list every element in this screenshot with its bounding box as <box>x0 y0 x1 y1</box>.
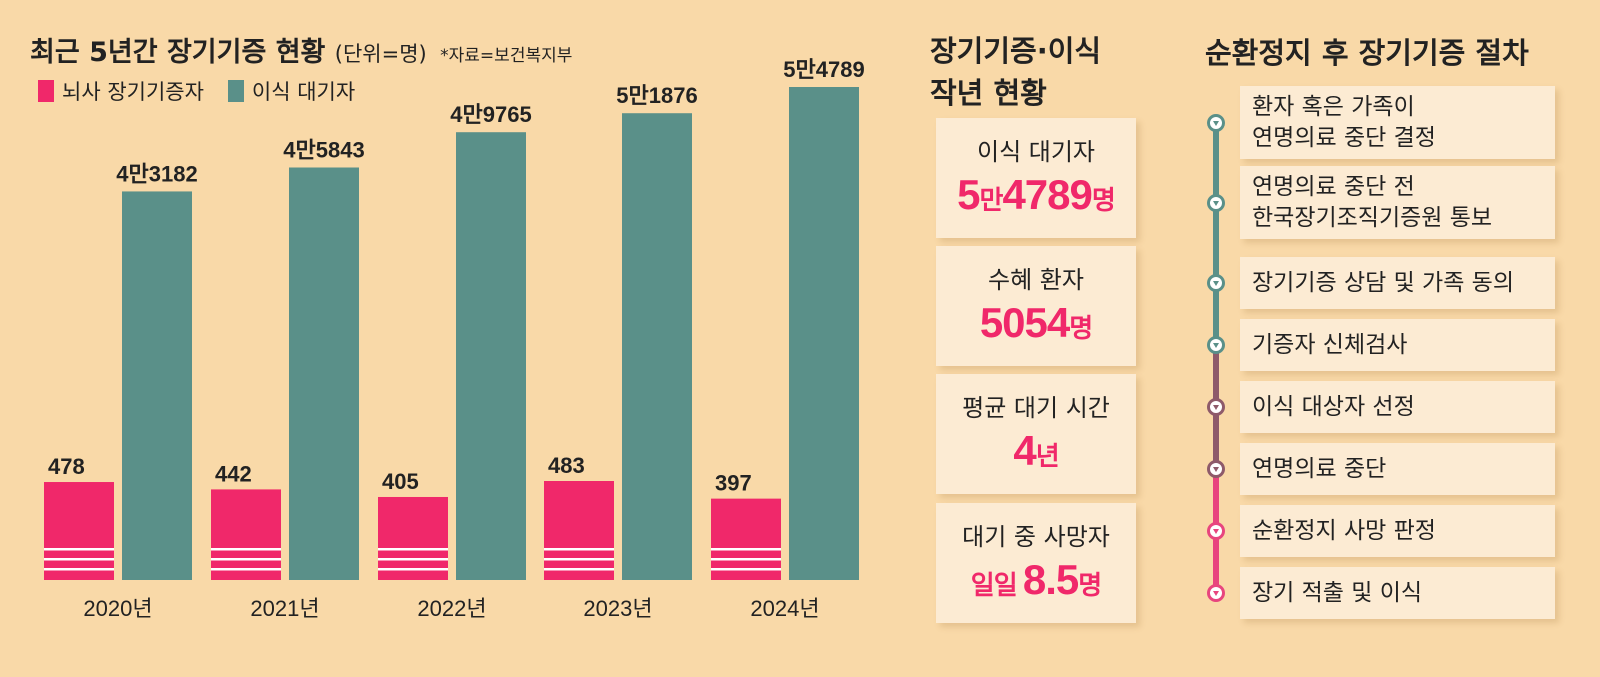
procedure-step-line1: 순환정지 사망 판정 <box>1252 517 1436 544</box>
x-tick-label: 2023년 <box>583 596 652 621</box>
procedure-step-6: 연명의료 중단 <box>1240 443 1555 495</box>
source-note: *자료=보건복지부 <box>440 46 573 66</box>
bar-stripe <box>211 568 281 571</box>
data-label-donor: 478 <box>48 454 85 479</box>
bar-donor-2024년 <box>711 498 781 580</box>
bar-waiting-2023년 <box>622 113 692 580</box>
procedure-step-8: 장기 적출 및 이식 <box>1240 567 1555 619</box>
stat-label: 이식 대기자 <box>976 138 1096 166</box>
data-label-waiting: 4만3182 <box>116 161 197 186</box>
procedure-step-line2: 연명의료 중단 결정 <box>1252 124 1436 151</box>
procedure-step-line1: 이식 대상자 선정 <box>1252 393 1415 420</box>
bar-donor-2022년 <box>378 496 448 580</box>
bar-stripe <box>211 548 281 551</box>
procedure-step-4: 기증자 신체검사 <box>1240 319 1555 371</box>
summary-title-line2: 작년 현황 <box>930 76 1047 110</box>
timeline-dot-icon <box>1207 460 1225 478</box>
data-label-waiting: 5만4789 <box>783 57 864 82</box>
bar-stripe <box>544 548 614 551</box>
stat-label: 수혜 환자 <box>988 266 1084 294</box>
bar-stripe <box>711 568 781 571</box>
legend-label-donors: 뇌사 장기기증자 <box>62 80 204 104</box>
procedure-step-3: 장기기증 상담 및 가족 동의 <box>1240 257 1555 309</box>
bar-stripe <box>378 568 448 571</box>
procedure-step-line1: 연명의료 중단 전 <box>1252 173 1415 200</box>
legend-item-donors: 뇌사 장기기증자 <box>38 76 204 106</box>
bar-chart: 478 4만3182 2020년 442 4만5843 2021년 405 4만9765 202… <box>44 57 865 621</box>
timeline-dot-icon <box>1207 193 1225 212</box>
timeline-dot-icon <box>1207 113 1225 132</box>
procedure-step-line1: 환자 혹은 가족이 <box>1252 93 1415 120</box>
bar-stripe <box>378 548 448 551</box>
bar-waiting-2024년 <box>789 87 859 580</box>
bar-stripe <box>378 558 448 561</box>
timeline-line-green <box>1213 118 1219 348</box>
timeline-dot-icon <box>1207 398 1225 416</box>
x-tick-label: 2020년 <box>83 596 152 621</box>
procedure-step-line1: 장기기증 상담 및 가족 동의 <box>1252 269 1515 296</box>
legend: 뇌사 장기기증자 이식 대기자 <box>38 76 379 106</box>
timeline-dot-icon <box>1207 522 1225 540</box>
bar-stripe <box>44 548 114 551</box>
stat-label: 대기 중 사망자 <box>962 523 1110 551</box>
stat-box-waiting: 이식 대기자 5만4789명 <box>936 118 1136 238</box>
legend-swatch-donors <box>38 80 54 102</box>
x-tick-label: 2024년 <box>750 596 819 621</box>
procedure-step-7: 순환정지 사망 판정 <box>1240 505 1555 557</box>
bar-donor-2021년 <box>211 489 281 580</box>
stat-value: 일일 8.5명 <box>970 556 1102 603</box>
bar-donor-2020년 <box>44 482 114 580</box>
stat-value: 5만4789명 <box>957 171 1116 218</box>
data-label-donor: 397 <box>715 471 752 496</box>
bar-stripe <box>211 558 281 561</box>
data-label-donor: 442 <box>215 461 252 486</box>
procedure-step-5: 이식 대상자 선정 <box>1240 381 1555 433</box>
chart-title-text: 최근 5년간 장기기증 현황 <box>30 37 326 68</box>
procedure-step-line1: 기증자 신체검사 <box>1252 331 1408 358</box>
procedure-step-line1: 연명의료 중단 <box>1252 455 1387 482</box>
chart-title: 최근 5년간 장기기증 현황 (단위=명) *자료=보건복지부 <box>30 30 572 69</box>
stat-value: 5054명 <box>979 299 1093 346</box>
timeline-dot-icon <box>1207 584 1225 602</box>
bar-stripe <box>711 548 781 551</box>
bar-stripe <box>711 558 781 561</box>
stat-box-wait-time: 평균 대기 시간 4년 <box>936 374 1136 494</box>
x-tick-label: 2022년 <box>417 596 486 621</box>
bar-waiting-2021년 <box>289 167 359 581</box>
data-label-waiting: 5만1876 <box>616 83 697 108</box>
legend-item-waiting: 이식 대기자 <box>227 76 356 106</box>
legend-swatch-waiting <box>227 80 244 102</box>
bar-stripe <box>44 558 114 561</box>
stat-box-deaths: 대기 중 사망자 일일 8.5명 <box>936 503 1136 623</box>
timeline-dot-icon <box>1207 336 1225 354</box>
data-label-waiting: 4만9765 <box>450 102 531 127</box>
stat-value: 4년 <box>1013 427 1059 474</box>
data-label-donor: 405 <box>382 469 419 494</box>
stat-label: 평균 대기 시간 <box>962 394 1110 422</box>
legend-label-waiting: 이식 대기자 <box>251 80 356 104</box>
bar-stripe <box>544 558 614 561</box>
timeline-dot-icon <box>1207 274 1225 292</box>
bar-waiting-2020년 <box>122 191 192 581</box>
summary-title: 장기기증·이식 작년 현황 <box>930 30 1140 114</box>
x-tick-label: 2021년 <box>250 596 319 621</box>
procedure-step-line1: 장기 적출 및 이식 <box>1252 579 1423 606</box>
bar-stripe <box>44 568 114 571</box>
summary-title-line1: 장기기증·이식 <box>930 34 1102 68</box>
data-label-donor: 483 <box>548 453 585 478</box>
bar-donor-2023년 <box>544 481 614 580</box>
procedure-step-line2: 한국장기조직기증원 통보 <box>1252 204 1493 231</box>
bar-waiting-2022년 <box>456 132 526 581</box>
unit-note: (단위=명) <box>334 42 427 66</box>
data-label-waiting: 4만5843 <box>283 137 364 162</box>
bar-stripe <box>544 568 614 571</box>
stat-box-recipients: 수혜 환자 5054명 <box>936 246 1136 366</box>
procedure-title: 순환정지 후 장기기증 절차 <box>1205 36 1529 70</box>
